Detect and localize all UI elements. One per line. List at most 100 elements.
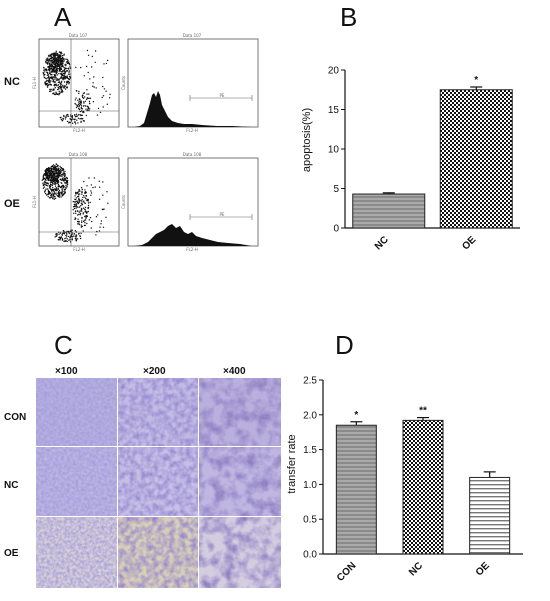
scatter-dot — [74, 205, 76, 207]
scatter-dot — [106, 191, 108, 193]
mag-label-400: ×400 — [223, 366, 246, 377]
scatter-dot — [50, 90, 52, 92]
scatter-dot — [48, 63, 51, 65]
scatter-dot — [71, 122, 74, 124]
scatter-dot — [89, 217, 92, 219]
scatter-dot — [59, 91, 61, 93]
scatter-dot — [108, 97, 111, 99]
scatter-dot — [56, 71, 58, 73]
scatter-dot — [80, 232, 82, 234]
scatter-dot — [83, 101, 85, 103]
scatter-dot — [59, 67, 61, 69]
gate-label-nc: PE — [220, 93, 225, 98]
scatter-dot — [66, 230, 68, 233]
scatter-dot — [62, 177, 64, 179]
scatter-dot — [55, 170, 58, 172]
scatter-dot — [66, 238, 69, 240]
scatter-dot — [75, 97, 77, 99]
scatter-dot — [43, 75, 45, 77]
scatter-dot — [67, 115, 70, 117]
scatter-dot — [68, 121, 70, 123]
scatter-dot — [54, 236, 56, 238]
scatter-dot — [56, 74, 58, 76]
scatter-dot — [64, 238, 66, 240]
scatter-dot — [47, 169, 49, 172]
scatter-dot — [80, 202, 83, 204]
scatter-dot — [61, 187, 63, 189]
scatter-dot — [49, 182, 52, 184]
scatter-dot — [57, 195, 59, 197]
scatter-dot — [57, 192, 59, 194]
scatter-dot — [69, 239, 71, 241]
scatter-dot — [80, 66, 82, 69]
scatter-dot — [45, 62, 48, 64]
scatter-dot — [64, 231, 66, 234]
histogram-area-nc — [134, 91, 252, 127]
scatter-dot — [53, 192, 55, 194]
scatter-dot — [61, 191, 63, 193]
scatter-dot — [55, 179, 58, 181]
row-label-con: CON — [4, 412, 27, 423]
scatter-dot — [52, 196, 54, 198]
scatter-dot — [82, 97, 85, 100]
scatter-dot — [102, 106, 104, 108]
scatter-dot — [59, 168, 62, 171]
scatter-dot — [56, 57, 58, 60]
scatter-dot — [46, 59, 48, 62]
scatter-dot — [65, 116, 67, 119]
scatter-dot — [79, 100, 81, 103]
scatter-dot — [82, 94, 84, 96]
scatter-dot — [49, 69, 51, 71]
scatter-dot — [59, 194, 61, 196]
gate-label-oe: PE — [220, 212, 225, 217]
scatter-dot — [48, 82, 50, 84]
scatter-dot — [57, 86, 60, 89]
scatter-dot — [45, 188, 47, 190]
scatter-dot — [92, 101, 95, 103]
scatter-dot — [81, 210, 83, 212]
scatter-dot — [66, 75, 68, 77]
scatter-dot — [85, 105, 87, 107]
scatter-dot — [96, 114, 99, 116]
scatter-dot — [69, 76, 72, 78]
scatter-dot — [51, 71, 53, 73]
scatter-dot — [52, 76, 54, 78]
scatter-dot — [55, 74, 57, 76]
scatter-dot — [80, 224, 82, 226]
scatter-dot — [46, 82, 49, 85]
scatter-dot — [58, 93, 60, 95]
scatter-dot — [95, 216, 98, 218]
micrograph-nc-x100 — [36, 447, 117, 516]
scatter-dot — [70, 234, 72, 236]
scatter-dot — [52, 188, 54, 191]
scatter-dot — [60, 72, 62, 75]
scatter-dot — [102, 95, 105, 97]
scatter-dot — [49, 88, 51, 91]
scatter-dot — [80, 106, 82, 109]
scatter-dot — [59, 83, 62, 85]
scatter-dot — [92, 82, 94, 84]
scatter-dot — [64, 182, 66, 184]
micrograph-oe-x400 — [199, 517, 281, 588]
scatter-dot — [63, 186, 65, 188]
scatter-dot — [57, 58, 60, 60]
scatter-dot — [86, 98, 88, 101]
scatter-dot — [54, 171, 56, 173]
chart-b-ylabel: apoptosis(%) — [301, 108, 313, 172]
scatter-dot — [49, 185, 52, 188]
scatter-dot — [65, 186, 67, 188]
scatter-dot — [50, 65, 52, 68]
scatter-dot — [57, 67, 59, 70]
scatter-dot — [75, 104, 77, 106]
scatter-dot — [84, 100, 87, 103]
scatter-dot — [102, 85, 104, 88]
scatter-dot — [90, 192, 93, 194]
scatter-dot — [51, 175, 53, 177]
scatter-dot — [45, 80, 47, 83]
scatter-dot — [55, 163, 57, 165]
scatter-dot — [60, 68, 62, 70]
scatter-dot — [89, 97, 92, 99]
scatter-dot — [74, 99, 76, 101]
scatter-plot-nc: Data.107 FL2-H FL1-H — [32, 33, 120, 133]
scatter-dot — [99, 226, 101, 228]
